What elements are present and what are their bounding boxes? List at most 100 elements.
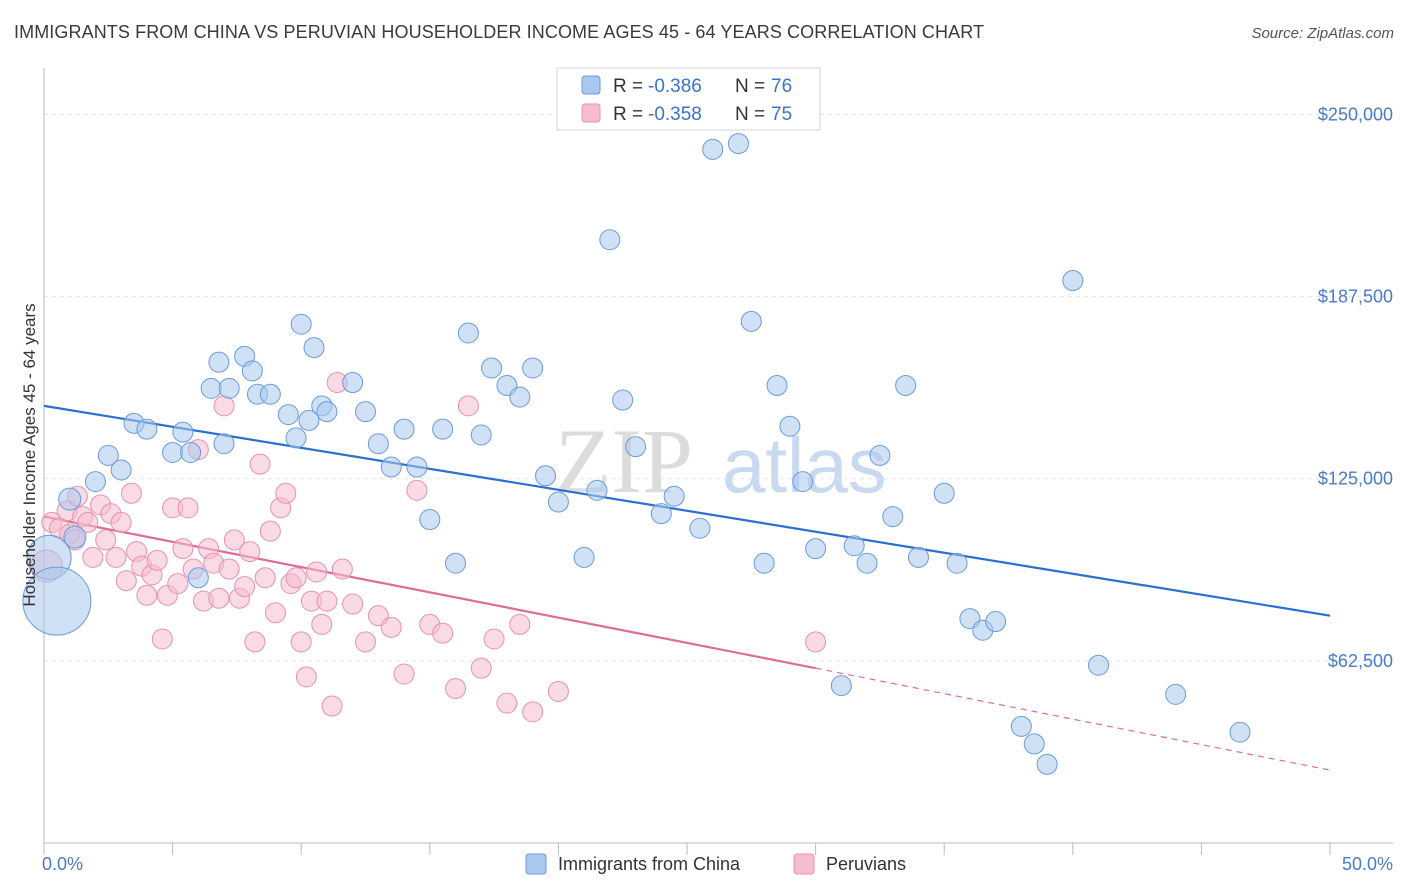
china-point-69 [946,552,968,574]
peru-point-58 [342,593,364,615]
china-point-34 [419,509,441,531]
peru-point-42 [254,567,276,589]
peru-point-43 [259,520,281,542]
china-point-11 [180,441,202,463]
peru-point-57 [331,558,353,580]
china-point-56 [753,552,775,574]
peru-point-14 [110,511,132,533]
top-legend: R = -0.386 N = 76 R = -0.358 N = 75 [556,67,821,131]
legend-china-n-label: N = [735,76,765,97]
china-point-64 [869,444,891,466]
peru-point-55 [321,695,343,717]
peru-point-25 [167,573,189,595]
china-point-47 [599,229,621,251]
china-point-36 [445,552,467,574]
china-point-78 [1165,683,1187,705]
y-tick-label-2: $187,500 [1318,287,1393,307]
china-point-13 [200,377,222,399]
china-point-58 [779,415,801,437]
china-point-35 [432,418,454,440]
peru-point-40 [244,631,266,653]
y-axis-label: Householder Income Ages 45 - 64 years [20,303,39,606]
peru-point-39 [239,541,261,563]
peru-point-65 [432,622,454,644]
axes [43,68,1393,855]
china-point-62 [843,535,865,557]
china-point-9 [162,441,184,463]
china-point-63 [856,552,878,574]
peru-point-34 [213,395,235,417]
china-point-75 [1036,753,1058,775]
china-point-32 [393,418,415,440]
china-point-60 [805,538,827,560]
y-tick-label-0: $62,500 [1328,651,1393,671]
peru-point-54 [316,590,338,612]
legend-peru-n-value: 75 [771,104,792,125]
peru-point-44 [264,602,286,624]
china-point-52 [689,517,711,539]
peru-point-66 [445,678,467,700]
x-tick-label-max: 50.0% [1342,854,1393,874]
peru-point-35 [218,558,240,580]
china-point-3 [63,525,87,549]
legend-peru-r-label: R = [613,104,643,125]
peru-point-71 [509,613,531,635]
tick-labels: $62,500 $125,000 $187,500 $250,000 0.0% 50.0% [42,104,1393,874]
peru-point-61 [380,616,402,638]
peru-point-48 [285,567,307,589]
peru-point-49 [290,631,312,653]
china-point-8 [136,418,158,440]
x-tick-label-min: 0.0% [42,854,83,874]
china-points [22,133,1251,775]
china-point-14 [208,351,230,373]
peru-point-74 [805,631,827,653]
china-point-28 [342,372,364,394]
china-point-73 [1010,715,1032,737]
china-point-74 [1023,733,1045,755]
peru-point-8 [77,511,99,533]
china-point-46 [586,479,608,501]
peru-point-27 [177,497,199,519]
china-point-16 [218,377,240,399]
china-point-44 [547,491,569,513]
peru-point-69 [483,628,505,650]
china-point-51 [663,485,685,507]
china-point-1 [22,566,92,636]
china-point-41 [509,386,531,408]
peru-point-68 [470,657,492,679]
chart-title: IMMIGRANTS FROM CHINA VS PERUVIAN HOUSEH… [14,22,985,42]
legend-china-r-value: -0.386 [648,76,702,97]
china-point-33 [406,456,428,478]
china-point-10 [172,421,194,443]
legend-box [556,67,821,131]
peru-point-62 [393,663,415,685]
y-tick-label-1: $125,000 [1318,469,1393,489]
china-point-59 [792,471,814,493]
china-point-49 [625,436,647,458]
china-point-57 [766,374,788,396]
peru-point-46 [275,482,297,504]
peru-point-22 [151,628,173,650]
bottom-legend-china-swatch [525,853,547,875]
peru-point-11 [95,529,117,551]
peru-point-15 [115,570,137,592]
peru-point-53 [311,613,333,635]
china-point-30 [367,433,389,455]
china-point-55 [740,310,762,332]
bottom-legend-china-label: Immigrants from China [558,854,741,874]
china-trend-line [43,404,1331,617]
china-point-79 [1229,721,1251,743]
peru-point-38 [234,576,256,598]
china-point-37 [457,322,479,344]
china-point-43 [535,465,557,487]
legend-peru-r-value: -0.358 [648,104,702,125]
china-point-66 [895,374,917,396]
china-point-39 [481,357,503,379]
china-point-15 [213,433,235,455]
legend-peru-swatch [581,103,601,123]
bottom-legend-peru-swatch [793,853,815,875]
peru-point-70 [496,692,518,714]
legend-china-swatch [581,75,601,95]
china-point-61 [830,675,852,697]
